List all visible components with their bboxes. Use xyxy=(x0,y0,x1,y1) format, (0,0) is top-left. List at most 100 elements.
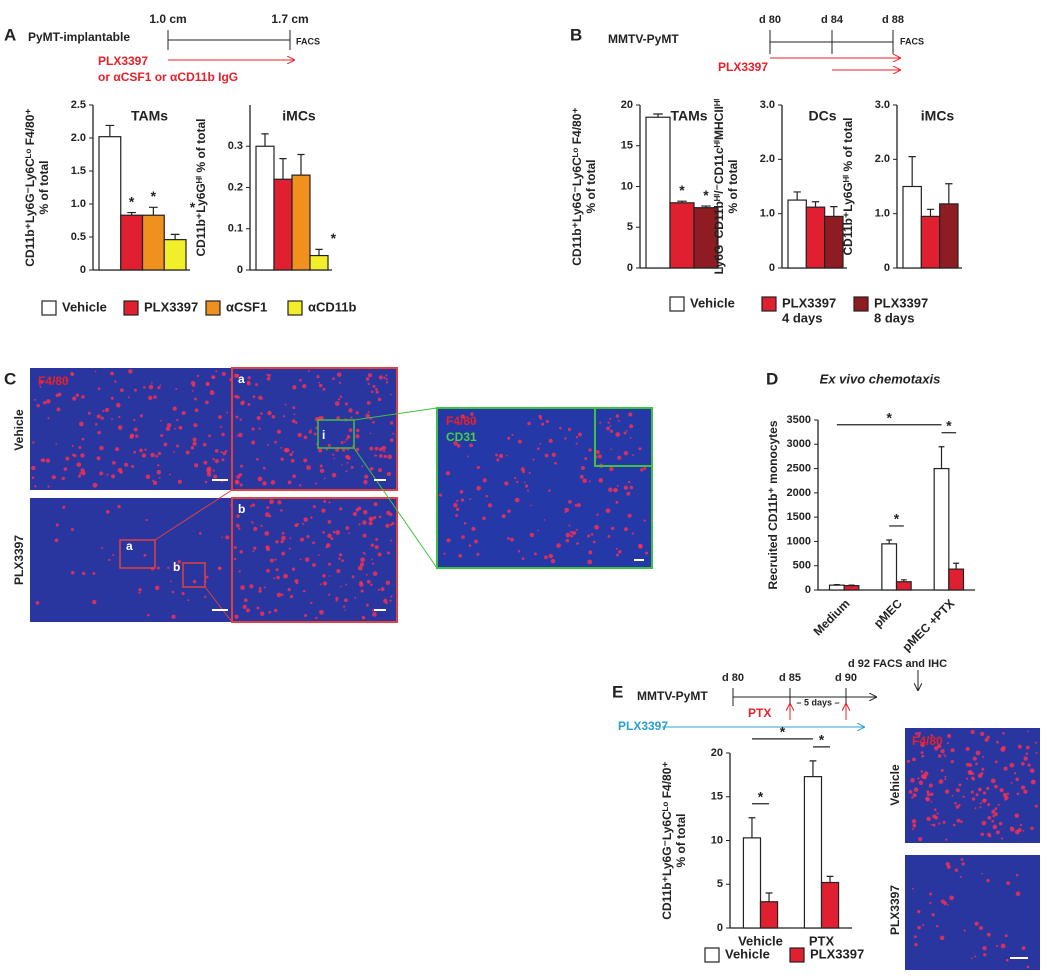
cell-stain xyxy=(203,460,208,465)
region-label: a xyxy=(238,372,245,386)
y-tick-label: 5 xyxy=(627,221,633,233)
y-tick-label: 10 xyxy=(711,834,723,846)
chart-title: iMCs xyxy=(921,108,955,124)
cell-stain xyxy=(533,552,537,556)
cell-stain xyxy=(302,589,306,593)
cell-stain xyxy=(345,454,350,460)
cell-stain xyxy=(138,588,142,592)
cell-stain xyxy=(348,428,353,432)
cell-stain xyxy=(383,454,387,459)
cell-stain xyxy=(79,472,82,475)
micrograph xyxy=(905,855,1040,970)
cell-stain xyxy=(917,925,921,930)
cell-stain xyxy=(206,466,212,472)
cell-stain xyxy=(62,505,66,509)
cell-stain xyxy=(507,536,510,540)
cell-stain xyxy=(252,395,256,399)
bar xyxy=(803,776,823,929)
cell-stain xyxy=(344,402,348,406)
y-tick-label: 0.2 xyxy=(228,181,243,193)
model: MMTV-PyMT xyxy=(637,689,708,703)
cell-stain xyxy=(148,384,154,390)
cell-stain xyxy=(315,482,318,485)
error-bar xyxy=(900,579,907,582)
cell-stain xyxy=(523,481,526,484)
cell-stain xyxy=(178,425,183,430)
cell-stain xyxy=(963,929,966,932)
cell-stain xyxy=(291,451,294,454)
cell-stain xyxy=(303,458,308,463)
treatment: PLX3397 xyxy=(98,54,148,68)
cell-stain xyxy=(981,872,983,875)
cell-stain xyxy=(375,390,379,394)
cell-stain xyxy=(906,759,911,763)
y-tick-label: 20 xyxy=(711,747,723,759)
cell-stain xyxy=(617,455,622,460)
panel-letter: C xyxy=(4,369,16,388)
cell-stain xyxy=(971,797,976,801)
panel-letter: A xyxy=(4,25,16,44)
cell-stain xyxy=(1002,731,1005,735)
cell-stain xyxy=(579,474,584,479)
cell-stain xyxy=(459,489,464,494)
cell-stain xyxy=(932,823,936,827)
y-axis-label: % of total xyxy=(37,161,51,215)
cell-stain xyxy=(375,388,378,391)
cell-stain xyxy=(55,442,58,445)
cell-stain xyxy=(129,434,134,439)
cell-stain xyxy=(266,373,269,376)
legend-swatch xyxy=(789,947,805,963)
cell-stain xyxy=(959,875,962,878)
cell-stain xyxy=(263,586,266,589)
cell-stain xyxy=(192,579,197,584)
legend-label: PLX3397 xyxy=(874,295,928,310)
cell-stain xyxy=(312,505,316,509)
chart-title: DCs xyxy=(808,108,836,124)
cell-stain xyxy=(150,452,155,458)
cell-stain xyxy=(568,500,572,504)
chart-title: TAMs xyxy=(670,108,707,124)
cell-stain xyxy=(65,378,69,382)
cell-stain xyxy=(476,485,481,491)
cell-stain xyxy=(565,532,571,538)
cell-stain xyxy=(100,416,104,420)
cell-stain xyxy=(930,800,933,803)
cell-stain xyxy=(72,453,75,457)
cell-stain xyxy=(117,504,121,509)
cell-stain xyxy=(616,553,619,557)
cell-stain xyxy=(613,489,616,492)
cell-stain xyxy=(470,412,474,416)
cell-stain xyxy=(979,802,982,805)
y-tick-label: 0 xyxy=(884,262,890,274)
cell-stain xyxy=(530,504,532,507)
cell-stain xyxy=(220,425,223,429)
cell-stain xyxy=(986,878,990,883)
cell-stain xyxy=(292,406,296,409)
cell-stain xyxy=(1035,741,1038,744)
cell-stain xyxy=(370,583,373,587)
error-bar xyxy=(793,191,801,201)
cell-stain xyxy=(615,547,618,550)
cell-stain xyxy=(456,499,459,503)
bar xyxy=(805,206,826,269)
cell-stain xyxy=(317,554,320,556)
cell-stain xyxy=(1021,761,1025,766)
cell-stain xyxy=(974,807,977,810)
cell-stain xyxy=(354,596,357,599)
cell-stain xyxy=(618,419,620,422)
cell-stain xyxy=(153,480,158,486)
cell-stain xyxy=(262,481,267,486)
cell-stain xyxy=(271,415,276,419)
cell-stain xyxy=(912,757,916,762)
cell-stain xyxy=(378,375,383,380)
cell-stain xyxy=(369,466,374,471)
cell-stain xyxy=(296,523,299,526)
cell-stain xyxy=(913,935,917,939)
legend-swatch xyxy=(287,300,303,316)
cell-stain xyxy=(340,464,343,466)
cell-stain xyxy=(340,440,344,444)
cell-stain xyxy=(1014,813,1020,818)
y-axis-label: % of total xyxy=(584,160,598,214)
cell-stain xyxy=(266,506,270,509)
